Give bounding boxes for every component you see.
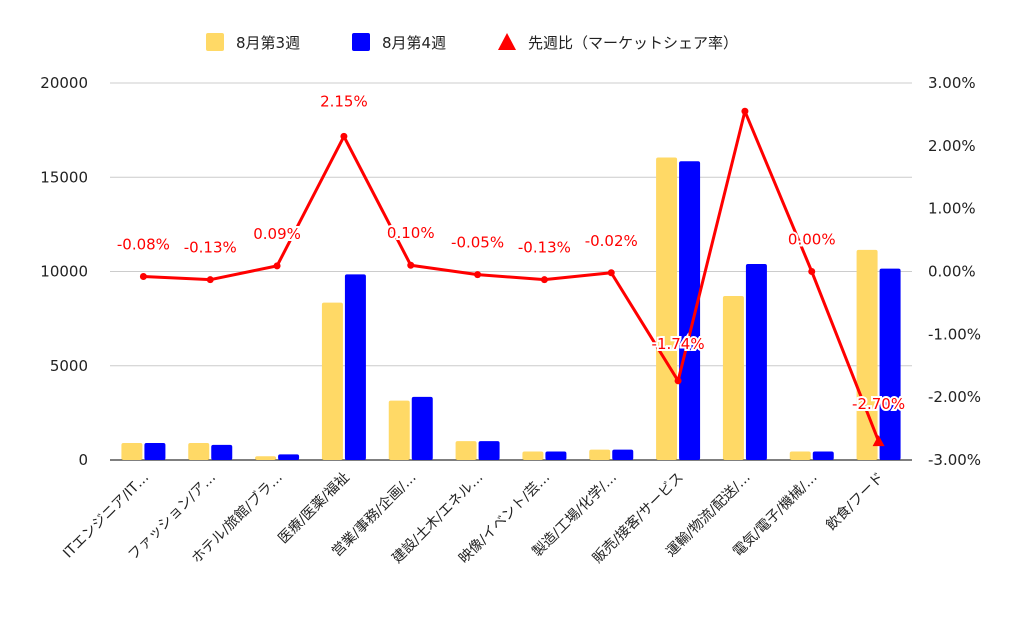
line-point <box>474 271 482 279</box>
bar-week3 <box>121 443 143 460</box>
x-category-label: 飲食/フード <box>823 469 888 534</box>
y-left-tick-label: 15000 <box>40 168 88 186</box>
y-right-tick-label: 2.00% <box>928 137 976 155</box>
line-point <box>607 269 615 277</box>
line-point <box>741 107 749 115</box>
y-left-tick-label: 0 <box>78 451 88 469</box>
bar-week4 <box>879 268 901 460</box>
bar-week3 <box>255 456 277 460</box>
bars <box>121 157 901 461</box>
gridlines <box>110 82 912 461</box>
y-right-tick-label: -1.00% <box>928 325 981 343</box>
y-right-tick-label: 1.00% <box>928 200 976 218</box>
bar-week3 <box>455 441 477 460</box>
legend-label: 8月第3週 <box>236 34 300 52</box>
line-data-label: -1.74% <box>652 335 705 353</box>
line-data-label: 0.00% <box>788 231 836 249</box>
bar-week3 <box>321 302 343 460</box>
line-point <box>674 377 682 385</box>
line-point <box>540 276 548 284</box>
legend-swatch <box>352 33 370 51</box>
line-point <box>407 261 415 269</box>
line-data-label: 0.09% <box>253 225 301 243</box>
bar-week3 <box>856 249 878 460</box>
line-data-label: -0.13% <box>184 239 237 257</box>
share-line <box>139 107 885 447</box>
line-point-marker <box>872 435 885 447</box>
y-left-tick-label: 10000 <box>40 263 88 281</box>
line-point <box>808 268 816 275</box>
bar-week4 <box>344 274 366 460</box>
bar-week4 <box>745 263 767 460</box>
data-labels: -0.08% -0.13%0.09%2.15%0.10%-0.05% -0.13% -… <box>115 90 907 415</box>
line-point <box>206 276 214 284</box>
bar-week4 <box>278 454 300 460</box>
bar-week3 <box>522 451 544 460</box>
line-data-label: -0.02% <box>585 232 638 250</box>
legend-label: 8月第4週 <box>382 34 446 52</box>
line-data-label: -0.13% <box>518 239 571 257</box>
bar-week3 <box>722 296 744 460</box>
bar-week3 <box>589 449 611 460</box>
bar-week4 <box>545 451 567 460</box>
line-point <box>273 262 281 270</box>
y-right-tick-label: -3.00% <box>928 451 981 469</box>
y-left-tick-label: 20000 <box>40 74 88 92</box>
line-point <box>139 273 147 281</box>
bar-week3 <box>789 451 811 460</box>
bar-week4 <box>478 441 500 460</box>
line-point <box>340 132 348 140</box>
legend-triangle-icon <box>498 33 516 50</box>
y-left-tick-label: 5000 <box>50 357 88 375</box>
line-data-label: 2.15% <box>320 92 368 110</box>
legend-label: 先週比（マーケットシェア率） <box>528 34 738 52</box>
bar-week3 <box>656 157 678 460</box>
bar-week4 <box>679 161 701 461</box>
legend: 8月第3週 8月第4週 先週比（マーケットシェア率） <box>206 33 738 52</box>
x-category-label: 医療/医薬/福祉 <box>275 469 353 547</box>
bar-week4 <box>144 443 166 460</box>
y-right-tick-label: 0.00% <box>928 263 976 281</box>
bar-week3 <box>388 400 410 460</box>
bar-week3 <box>188 443 210 460</box>
bar-week4 <box>612 449 634 460</box>
line-data-label: -2.70% <box>852 395 905 413</box>
y-right-tick-label: 3.00% <box>928 74 976 92</box>
share-line-path <box>143 109 880 442</box>
x-axis-categories: ITエンジニア/IT…ファッション/ア…ホテル/旅館/ブラ…医療/医薬/福祉営業… <box>60 469 887 567</box>
y-axis-left: 0 5000 10000 15000 20000 <box>40 74 88 469</box>
bar-week4 <box>211 444 233 460</box>
line-data-label: 0.10% <box>387 224 435 242</box>
line-data-label: -0.08% <box>117 236 170 254</box>
legend-swatch <box>206 33 224 51</box>
line-data-label: -0.05% <box>451 234 504 252</box>
bar-week4 <box>411 396 433 460</box>
y-right-tick-label: -2.00% <box>928 388 981 406</box>
y-axis-right: -3.00% -2.00% -1.00% 0.00% 1.00% 2.00% 3.00% <box>928 74 981 469</box>
bar-week4 <box>812 451 834 460</box>
